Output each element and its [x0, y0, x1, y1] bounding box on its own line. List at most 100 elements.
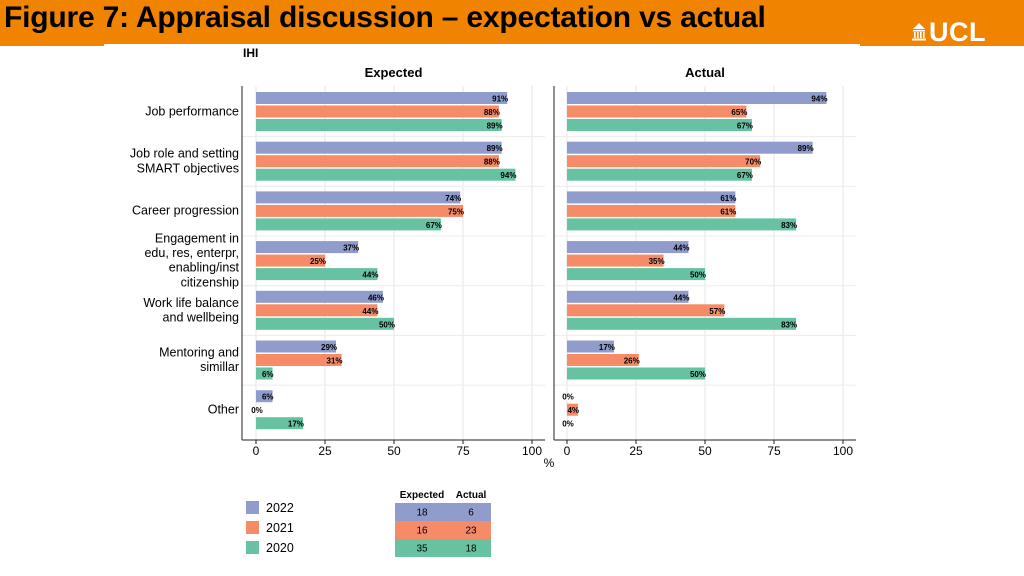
- x-tick-label-actual: 100: [833, 444, 853, 458]
- bar-value-label-expected-2022: 37%: [343, 244, 359, 253]
- bar-actual-2020: [567, 218, 797, 231]
- bar-expected-2021: [256, 204, 463, 217]
- bar-actual-2020: [567, 367, 705, 380]
- x-axis-label: %: [544, 456, 555, 470]
- counts-table-cell-expected: 18: [416, 508, 428, 519]
- bar-expected-2022: [256, 390, 273, 403]
- bar-expected-2022: [256, 92, 508, 104]
- category-label: Job role and setting: [130, 147, 239, 161]
- bar-value-label-actual-2022: 94%: [811, 95, 827, 104]
- bar-value-label-actual-2022: 0%: [562, 393, 574, 402]
- bar-value-label-expected-2021: 44%: [362, 307, 378, 316]
- x-tick-label-actual: 50: [698, 444, 712, 458]
- x-tick-label-actual: 0: [564, 444, 571, 458]
- bar-actual-2022: [567, 290, 689, 303]
- bar-value-label-actual-2020: 83%: [781, 320, 797, 329]
- bar-expected-2021: [256, 254, 325, 267]
- category-label: Mentoring and: [159, 345, 239, 359]
- bar-expected-2022: [256, 340, 337, 353]
- legend-label-2022: 2022: [266, 501, 294, 515]
- legend-label-2020: 2020: [266, 541, 294, 555]
- bar-value-label-actual-2021: 35%: [649, 257, 665, 266]
- bar-value-label-expected-2021: 75%: [448, 207, 464, 216]
- bar-expected-2021: [256, 155, 499, 168]
- bar-value-label-expected-2021: 31%: [327, 357, 343, 366]
- bar-value-label-actual-2020: 50%: [690, 370, 706, 379]
- bar-expected-2020: [256, 317, 394, 330]
- category-label: Other: [208, 402, 239, 416]
- bar-value-label-actual-2021: 61%: [720, 207, 736, 216]
- bar-value-label-expected-2020: 6%: [262, 370, 274, 379]
- x-tick-label-expected: 50: [387, 444, 401, 458]
- x-tick-label-expected: 75: [456, 444, 470, 458]
- counts-table-cell-actual: 23: [465, 526, 477, 537]
- bar-expected-2022: [256, 141, 502, 154]
- bar-value-label-actual-2020: 67%: [737, 171, 753, 180]
- category-label: Job performance: [145, 104, 239, 118]
- bar-expected-2020: [256, 367, 273, 380]
- x-tick-label-expected: 100: [522, 444, 542, 458]
- bar-actual-2021: [567, 403, 579, 416]
- slide-header: Figure 7: Appraisal discussion – expecta…: [0, 0, 1024, 47]
- header-underline: [104, 44, 860, 46]
- counts-table-cell-expected: 16: [416, 526, 428, 537]
- category-label: citizenship: [181, 275, 239, 289]
- bar-value-label-actual-2022: 17%: [599, 343, 615, 352]
- bar-expected-2021: [256, 354, 342, 366]
- category-label: and wellbeing: [163, 310, 239, 324]
- bar-value-label-expected-2022: 74%: [445, 194, 461, 203]
- legend-label-2021: 2021: [266, 521, 294, 535]
- bar-value-label-actual-2021: 26%: [624, 357, 640, 366]
- bar-value-label-actual-2022: 89%: [798, 144, 814, 153]
- counts-table-cell-actual: 18: [465, 544, 477, 555]
- x-tick-label-actual: 25: [629, 444, 643, 458]
- bar-expected-2020: [256, 119, 502, 131]
- bar-expected-2020: [256, 168, 516, 181]
- bar-actual-2021: [567, 304, 725, 317]
- bar-value-label-actual-2021: 70%: [745, 158, 761, 167]
- category-label: Career progression: [132, 204, 239, 218]
- ucl-logo: UCL: [912, 16, 986, 47]
- bar-expected-2022: [256, 241, 359, 254]
- bar-value-label-expected-2020: 94%: [500, 171, 516, 180]
- slide-title: Figure 7: Appraisal discussion – expecta…: [4, 1, 766, 34]
- bar-value-label-actual-2020: 0%: [562, 420, 574, 429]
- chart-title: IHI: [243, 46, 258, 60]
- x-tick-label-expected: 0: [253, 444, 260, 458]
- counts-table-cell-expected: 35: [416, 544, 428, 555]
- bar-expected-2022: [256, 191, 461, 204]
- category-label: enabling/inst: [169, 261, 240, 275]
- bar-value-label-actual-2020: 83%: [781, 221, 797, 230]
- bar-value-label-expected-2022: 46%: [368, 293, 384, 302]
- bar-value-label-expected-2021: 88%: [484, 158, 500, 167]
- bar-value-label-actual-2022: 61%: [720, 194, 736, 203]
- logo-text: UCL: [929, 16, 986, 47]
- bar-expected-2020: [256, 268, 378, 281]
- bar-actual-2022: [567, 191, 736, 204]
- bar-actual-2022: [567, 340, 614, 353]
- bar-actual-2021: [567, 105, 747, 118]
- bar-value-label-actual-2021: 4%: [567, 406, 579, 415]
- bar-actual-2020: [567, 168, 752, 181]
- counts-table-row-bg-2022: [395, 503, 491, 521]
- bar-actual-2020: [567, 119, 752, 131]
- bar-value-label-expected-2020: 67%: [426, 221, 442, 230]
- category-label: edu, res, enterpr,: [144, 246, 239, 260]
- bar-actual-2021: [567, 155, 761, 168]
- counts-table-header-actual: Actual: [456, 490, 487, 501]
- bar-value-label-actual-2021: 57%: [709, 307, 725, 316]
- counts-table-row-bg-2021: [395, 521, 491, 539]
- bar-actual-2020: [567, 317, 797, 330]
- bar-value-label-expected-2020: 50%: [379, 320, 395, 329]
- bar-actual-2022: [567, 92, 827, 104]
- category-label: Engagement in: [155, 231, 239, 245]
- bar-value-label-expected-2020: 89%: [487, 122, 503, 131]
- category-label: Work life balance: [143, 296, 239, 310]
- bar-value-label-actual-2021: 65%: [731, 108, 747, 117]
- bar-value-label-expected-2020: 44%: [362, 271, 378, 280]
- bar-value-label-expected-2021: 88%: [484, 108, 500, 117]
- bar-actual-2021: [567, 204, 736, 217]
- category-label: SMART objectives: [137, 161, 239, 175]
- bar-actual-2021: [567, 354, 639, 366]
- bar-value-label-actual-2022: 44%: [673, 293, 689, 302]
